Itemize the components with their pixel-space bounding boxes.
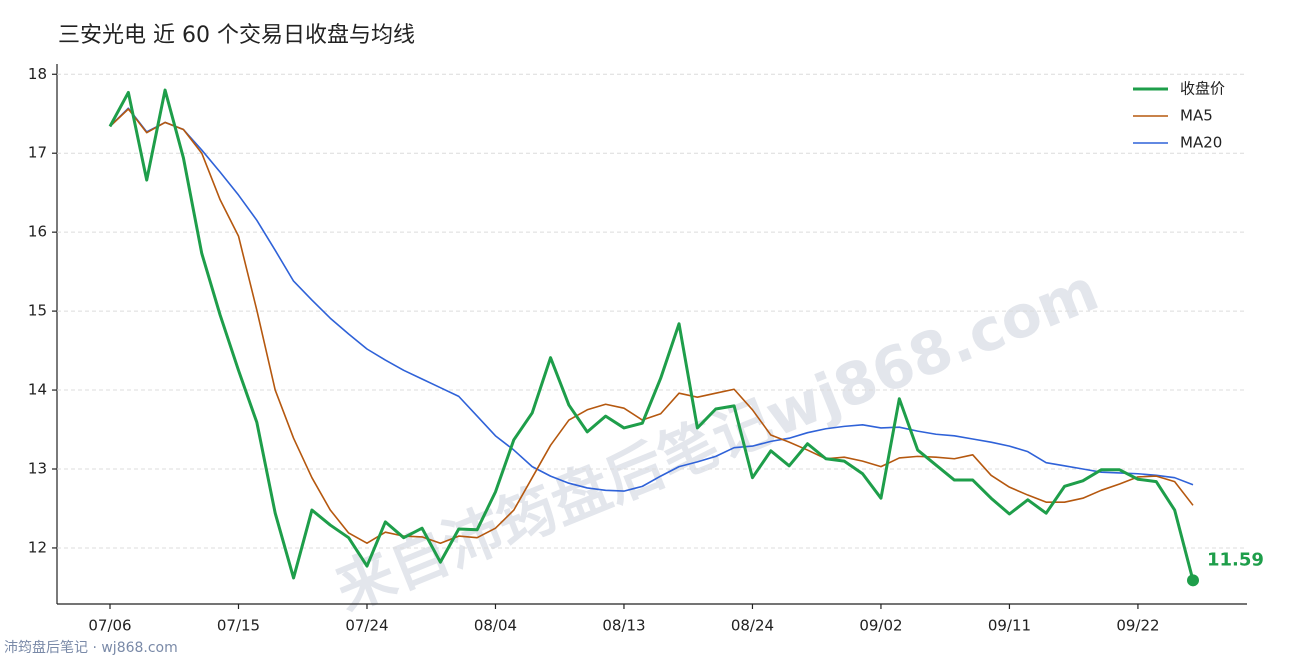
footer: 沛筠盘后笔记 · wj868.com: [4, 639, 178, 656]
x-tick-label: 07/24: [345, 617, 388, 635]
x-tick-label: 07/15: [217, 617, 260, 635]
x-tick-label: 08/13: [602, 617, 645, 635]
last-value-label: 11.59: [1207, 549, 1264, 570]
line-series: [109, 107, 1194, 492]
x-tick-label: 09/22: [1116, 617, 1159, 635]
line-series: [109, 108, 1194, 545]
last-point: [1187, 574, 1199, 587]
x-tick-label: 09/11: [988, 617, 1031, 635]
y-tick-label: 13: [28, 460, 47, 478]
y-tick-label: 15: [28, 302, 47, 320]
x-tick-label: 08/24: [731, 617, 774, 635]
y-tick-label: 12: [28, 538, 47, 556]
x-tick-label: 09/02: [859, 617, 902, 635]
x-tick-label: 08/04: [474, 617, 517, 635]
y-tick-label: 16: [28, 223, 47, 241]
legend-label: 收盘价: [1180, 80, 1225, 98]
chart-title: 三安光电 近 60 个交易日收盘与均线: [58, 23, 415, 48]
y-tick-label: 17: [28, 144, 47, 162]
legend-label: MA20: [1180, 134, 1222, 152]
x-tick-label: 07/06: [88, 617, 131, 635]
legend-label: MA5: [1180, 107, 1213, 125]
line-series: [108, 88, 1195, 581]
y-tick-label: 18: [28, 65, 47, 83]
y-tick-label: 14: [28, 381, 47, 399]
